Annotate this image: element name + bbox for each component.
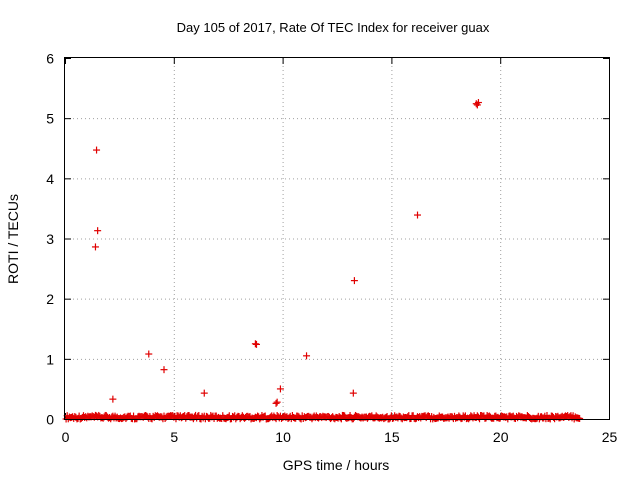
data-point [349, 389, 357, 397]
x-axis-label: GPS time / hours [283, 457, 390, 473]
chart-title: Day 105 of 2017, Rate Of TEC Index for r… [177, 20, 490, 35]
y-tick-label: 6 [46, 51, 54, 67]
data-point [252, 340, 260, 348]
y-tick-label: 4 [46, 171, 54, 187]
y-axis-label: ROTI / TECUs [5, 194, 21, 284]
data-point [276, 385, 284, 393]
data-point [160, 366, 168, 374]
y-tick-label: 2 [46, 291, 54, 307]
y-tick-label: 5 [46, 111, 54, 127]
baseline-point [195, 411, 203, 419]
data-point [251, 340, 259, 348]
grid-lines [65, 58, 609, 419]
data-point [94, 227, 102, 235]
data-points [62, 99, 584, 423]
data-point [200, 389, 208, 397]
data-point [93, 146, 101, 154]
data-point [303, 352, 311, 360]
plot-frame [64, 57, 610, 420]
y-tick-label: 1 [46, 351, 54, 367]
axis-ticks: 0 5 10 15 20 25 0 1 2 3 4 5 6 [46, 51, 617, 446]
data-point [273, 398, 281, 406]
x-tick-label: 0 [62, 429, 70, 445]
x-tick-label: 15 [384, 429, 400, 445]
data-point [272, 399, 280, 407]
y-tick-label: 3 [46, 231, 54, 247]
data-point [474, 99, 482, 107]
x-tick-label: 25 [602, 429, 618, 445]
x-tick-label: 5 [170, 429, 178, 445]
data-point [350, 277, 358, 285]
data-point [414, 211, 422, 219]
x-tick-label: 20 [493, 429, 509, 445]
data-point [145, 350, 153, 358]
data-point [91, 243, 99, 251]
baseline-point [576, 414, 584, 422]
data-point [109, 395, 117, 403]
y-tick-label: 0 [46, 412, 54, 428]
x-tick-label: 10 [275, 429, 291, 445]
